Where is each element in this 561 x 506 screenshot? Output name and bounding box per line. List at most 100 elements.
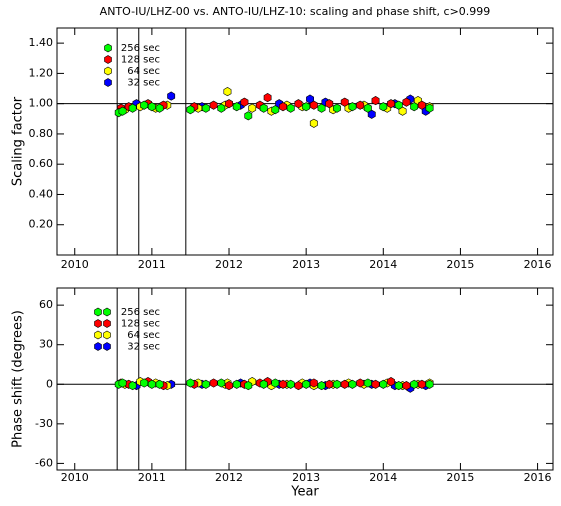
data-point <box>155 103 164 113</box>
data-point <box>402 97 411 107</box>
legend-marker <box>103 330 111 340</box>
data-point <box>402 381 411 391</box>
data-point <box>356 378 365 388</box>
data-point <box>217 103 226 113</box>
data-point <box>425 379 434 389</box>
data-point <box>232 379 241 389</box>
x-tick-label: 2010 <box>61 258 89 271</box>
y-tick-label: 0.20 <box>29 218 54 231</box>
legend-label: 256 sec <box>121 307 160 318</box>
legend-label: 128 sec <box>121 55 160 66</box>
data-point <box>279 379 288 389</box>
data-point <box>128 381 137 391</box>
legend-marker <box>103 319 111 328</box>
data-point <box>186 378 195 388</box>
data-point <box>186 105 195 115</box>
data-point <box>371 96 380 106</box>
data-point <box>317 103 326 113</box>
legend-marker <box>104 78 112 87</box>
data-point <box>387 99 395 109</box>
legend-marker <box>103 307 111 317</box>
y-axis-label: Scaling factor <box>11 96 26 186</box>
x-tick-label: 2012 <box>215 258 243 271</box>
data-point <box>325 99 334 109</box>
legend-marker <box>104 43 112 53</box>
legend-label: 128 sec <box>121 319 160 330</box>
data-point <box>302 379 311 389</box>
data-point <box>394 381 403 391</box>
data-point <box>244 111 253 121</box>
plot-frame <box>56 27 554 256</box>
data-point <box>309 118 318 128</box>
legend-label: 256 sec <box>121 43 160 54</box>
data-point <box>147 102 156 112</box>
legend-marker <box>104 55 112 64</box>
data-point <box>410 102 419 112</box>
data-point <box>309 100 318 110</box>
data-point <box>356 100 365 110</box>
data-point <box>302 102 311 112</box>
legend-marker <box>94 319 102 328</box>
data-point <box>201 379 210 389</box>
plot-frame <box>56 287 554 471</box>
chart-title: ANTO-IU/LHZ-00 vs. ANTO-IU/LHZ-10: scali… <box>100 5 491 18</box>
data-point <box>128 103 137 113</box>
data-point <box>333 379 341 389</box>
y-tick-label: 30 <box>39 338 53 351</box>
data-point <box>209 378 218 388</box>
x-tick-label: 2013 <box>292 471 320 484</box>
data-point <box>309 378 318 388</box>
x-tick-label: 2012 <box>215 471 243 484</box>
data-point <box>286 379 295 389</box>
data-point <box>333 103 341 113</box>
data-point <box>279 102 288 112</box>
x-tick-label: 2015 <box>446 471 474 484</box>
y-tick-label: -30 <box>35 417 53 430</box>
x-tick-label: 2015 <box>446 258 474 271</box>
data-point <box>118 378 127 388</box>
data-point <box>271 105 280 115</box>
y-tick-label: 0 <box>46 377 53 390</box>
data-point <box>225 99 233 109</box>
x-tick-label: 2014 <box>369 258 397 271</box>
y-axis-label: Phase shift (degrees) <box>11 310 26 448</box>
data-point <box>209 100 218 110</box>
data-point <box>217 378 226 388</box>
data-point <box>417 379 426 389</box>
y-tick-label: 1.20 <box>29 66 54 79</box>
data-point <box>140 100 149 110</box>
data-point <box>379 102 388 112</box>
legend-label: 32 sec <box>127 78 160 89</box>
data-point <box>263 93 272 103</box>
x-tick-label: 2013 <box>292 258 320 271</box>
data-point <box>248 103 257 113</box>
x-tick-label: 2011 <box>138 258 166 271</box>
data-point <box>259 379 268 389</box>
data-point <box>201 103 210 113</box>
y-tick-label: 60 <box>39 298 53 311</box>
y-tick-label: 0.60 <box>29 157 54 170</box>
x-tick-label: 2016 <box>524 471 552 484</box>
legend-marker <box>94 307 102 317</box>
data-point <box>387 377 395 387</box>
x-tick-label: 2014 <box>369 471 397 484</box>
data-point <box>271 378 280 388</box>
data-point <box>155 379 164 389</box>
data-point <box>244 381 253 391</box>
data-point <box>240 97 249 107</box>
data-point <box>147 379 156 389</box>
x-tick-label: 2010 <box>61 471 89 484</box>
x-tick-label: 2011 <box>138 471 166 484</box>
data-point <box>394 100 403 110</box>
data-point <box>317 381 326 391</box>
data-point <box>417 100 426 110</box>
legend-label: 64 sec <box>127 330 160 341</box>
x-tick-label: 2016 <box>524 258 552 271</box>
data-point <box>225 381 233 391</box>
data-point <box>348 102 357 112</box>
data-point <box>363 378 372 388</box>
y-tick-label: 1.00 <box>29 97 54 110</box>
data-point <box>118 106 127 116</box>
data-point <box>363 103 372 113</box>
data-point <box>286 103 295 113</box>
